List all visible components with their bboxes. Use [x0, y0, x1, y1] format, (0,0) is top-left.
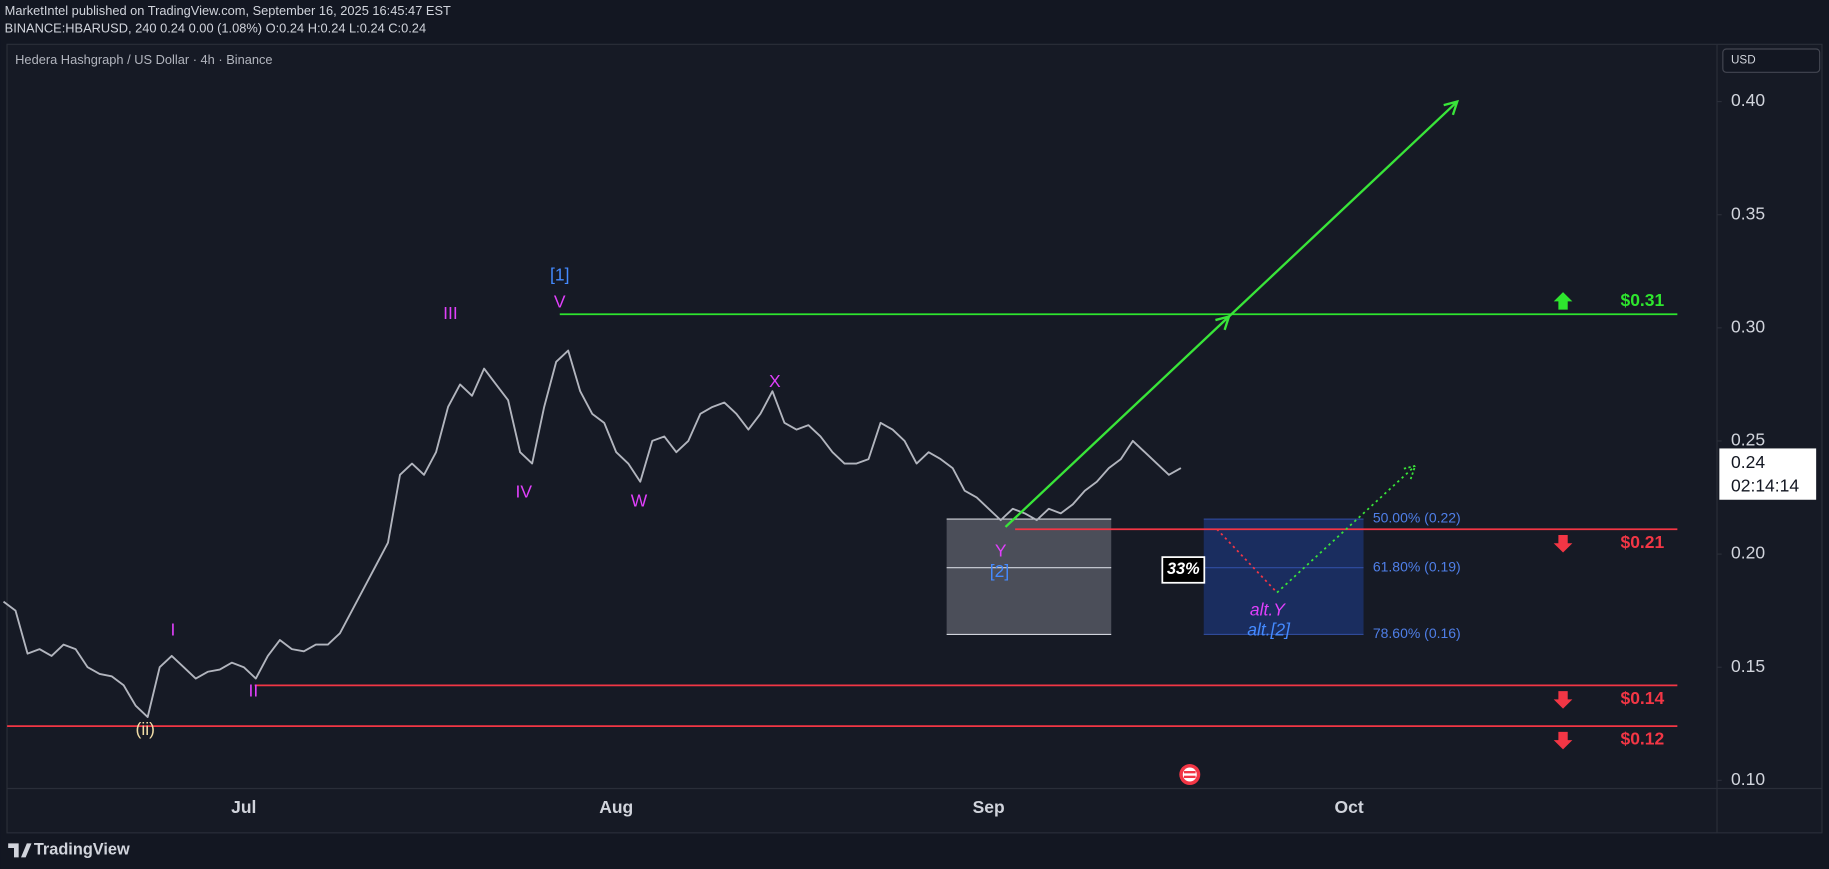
wave-label: IV [515, 482, 532, 502]
y-tick-label: 0.30 [1731, 316, 1765, 336]
price-line [2, 349, 1182, 718]
wave-label: (ii) [136, 719, 155, 739]
countdown-label: 02:14:14 [1731, 476, 1799, 496]
wave-label: W [631, 491, 648, 511]
level-label: $0.14 [1620, 688, 1664, 708]
event-icon-stripe [1183, 771, 1196, 774]
level-arrow [1553, 731, 1573, 750]
wave-label: alt.[2] [1247, 620, 1291, 640]
probability-box [1161, 556, 1206, 584]
level-arrow [1553, 535, 1573, 553]
fib-label: 78.60% (0.16) [1373, 625, 1461, 641]
wave-label: [2] [990, 561, 1009, 581]
footer-logo[interactable]: TradingView [8, 841, 130, 859]
y-tick-label: 0.25 [1731, 430, 1765, 450]
probability-label: 33% [1167, 560, 1200, 578]
target-zone [946, 519, 1112, 635]
symbol-line: BINANCE:HBARUSD, 240 0.24 0.00 (1.08%) O… [5, 21, 426, 36]
last-price-label: 0.24 [1731, 452, 1765, 472]
wave-label: II [249, 681, 259, 701]
level-label: $0.21 [1620, 532, 1664, 552]
event-icon-stripe [1183, 775, 1196, 779]
y-tick-label: 0.20 [1731, 543, 1765, 563]
wave-label: I [170, 620, 175, 640]
level-label: $0.12 [1620, 729, 1664, 749]
wave-label: V [554, 292, 566, 312]
wave-label: X [769, 371, 781, 391]
target-zone [1203, 519, 1364, 635]
projection-arrowhead [1443, 99, 1460, 116]
y-tick-label: 0.15 [1731, 656, 1765, 676]
projection [1276, 465, 1416, 594]
level-arrow [1553, 691, 1573, 709]
event-icon[interactable] [1179, 764, 1201, 786]
projection-arrowhead [1401, 464, 1417, 480]
logo-text: TradingView [34, 841, 130, 859]
projection-arrowhead [1215, 314, 1231, 331]
wave-label: III [443, 303, 458, 323]
logo-mark [8, 843, 32, 858]
fib-label: 61.80% (0.19) [1373, 558, 1461, 574]
wave-label: [1] [550, 264, 569, 284]
event-icon-flag [1182, 767, 1197, 782]
x-tick-label: Jul [231, 797, 256, 817]
publisher-line: MarketIntel published on TradingView.com… [5, 3, 451, 18]
x-tick-label: Oct [1335, 797, 1364, 817]
currency-button[interactable] [1722, 48, 1821, 73]
x-tick-label: Aug [599, 797, 633, 817]
level-arrow [1553, 292, 1573, 310]
last-price-tag [1719, 448, 1817, 500]
x-tick-label: Sep [973, 797, 1005, 817]
wave-label: alt.Y [1250, 599, 1286, 619]
y-tick-label: 0.35 [1731, 203, 1765, 223]
y-tick-label: 0.40 [1731, 90, 1765, 110]
chart-panel [6, 43, 1823, 834]
wave-label: Y [995, 540, 1007, 560]
currency-label: USD [1731, 54, 1756, 67]
y-tick-label: 0.10 [1731, 769, 1765, 789]
chart-title: Hedera Hashgraph / US Dollar · 4h · Bina… [15, 52, 272, 67]
level-label: $0.31 [1620, 290, 1664, 310]
fib-label: 50.00% (0.22) [1373, 510, 1461, 526]
